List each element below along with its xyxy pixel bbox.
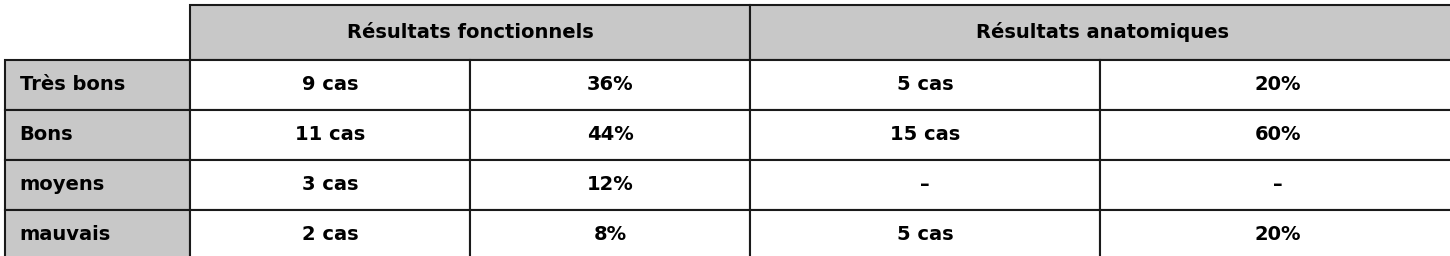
Text: 15 cas: 15 cas <box>890 125 960 144</box>
Bar <box>470 210 750 256</box>
Bar <box>750 5 1450 60</box>
Text: 5 cas: 5 cas <box>896 226 953 244</box>
Text: 9 cas: 9 cas <box>302 76 358 94</box>
Bar <box>1101 160 1450 210</box>
Bar <box>190 60 470 110</box>
Bar <box>4 110 190 160</box>
Bar <box>1101 210 1450 256</box>
Text: 3 cas: 3 cas <box>302 176 358 195</box>
Text: 5 cas: 5 cas <box>896 76 953 94</box>
Text: 2 cas: 2 cas <box>302 226 358 244</box>
Text: –: – <box>921 176 929 195</box>
Bar <box>470 110 750 160</box>
Text: Résultats anatomiques: Résultats anatomiques <box>976 23 1230 42</box>
Text: 8%: 8% <box>593 226 626 244</box>
Text: Résultats fonctionnels: Résultats fonctionnels <box>347 23 593 42</box>
Text: 60%: 60% <box>1254 125 1301 144</box>
Text: 12%: 12% <box>587 176 634 195</box>
Bar <box>4 210 190 256</box>
Bar <box>1101 60 1450 110</box>
Bar <box>190 110 470 160</box>
Text: 11 cas: 11 cas <box>294 125 365 144</box>
Bar <box>470 160 750 210</box>
Bar <box>190 160 470 210</box>
Bar <box>190 5 750 60</box>
Text: 20%: 20% <box>1254 226 1301 244</box>
Text: 20%: 20% <box>1254 76 1301 94</box>
Bar <box>750 60 1101 110</box>
Text: mauvais: mauvais <box>19 226 110 244</box>
Text: 44%: 44% <box>587 125 634 144</box>
Text: Très bons: Très bons <box>19 76 125 94</box>
Text: 36%: 36% <box>587 76 634 94</box>
Text: Bons: Bons <box>19 125 72 144</box>
Bar <box>190 210 470 256</box>
Text: –: – <box>1273 176 1282 195</box>
Bar <box>750 210 1101 256</box>
Bar <box>4 160 190 210</box>
Bar <box>750 160 1101 210</box>
Bar <box>1101 110 1450 160</box>
Bar <box>4 60 190 110</box>
Text: moyens: moyens <box>19 176 104 195</box>
Bar <box>470 60 750 110</box>
Bar <box>750 110 1101 160</box>
